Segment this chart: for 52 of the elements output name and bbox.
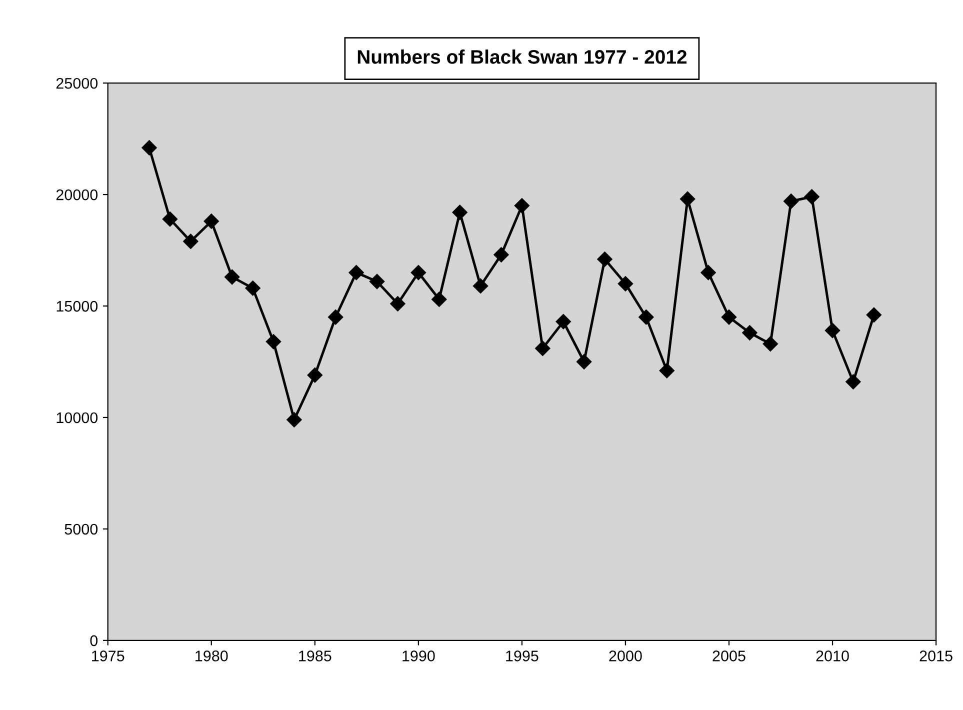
- point: [162, 211, 178, 227]
- point: [432, 292, 447, 307]
- point: [348, 265, 364, 280]
- x-tick-label: 1980: [196, 650, 228, 662]
- point: [390, 296, 406, 312]
- point: [866, 307, 882, 322]
- point: [824, 322, 840, 338]
- point: [142, 140, 157, 156]
- point: [576, 354, 592, 370]
- y-tick-label: 25000: [56, 78, 98, 89]
- point: [224, 269, 240, 285]
- point: [328, 310, 344, 325]
- point: [762, 336, 778, 352]
- y-tick-label: 15000: [56, 300, 98, 312]
- point: [618, 276, 634, 292]
- point: [721, 310, 737, 325]
- point: [700, 265, 716, 280]
- x-tick-label: 1995: [506, 650, 538, 662]
- x-tick-label: 2000: [609, 650, 642, 662]
- point: [659, 363, 674, 378]
- x-tick-label: 2005: [712, 650, 746, 662]
- y-tick-label: 0: [90, 635, 98, 646]
- x-tick-label: 1985: [299, 650, 332, 662]
- point: [245, 280, 260, 296]
- point: [307, 368, 322, 383]
- point: [556, 314, 571, 330]
- point: [286, 412, 302, 428]
- point: [472, 278, 488, 294]
- point: [742, 325, 758, 340]
- x-tick-label: 1990: [402, 650, 435, 662]
- point: [638, 310, 654, 325]
- point: [494, 247, 509, 262]
- point: [410, 265, 426, 280]
- point: [784, 194, 799, 209]
- y-tick-label: 5000: [64, 524, 98, 535]
- x-tick-label: 1975: [92, 650, 124, 662]
- point: [204, 214, 219, 229]
- point: [804, 189, 820, 204]
- point: [846, 374, 861, 390]
- chart-title: Numbers of Black Swan 1977 - 2012: [358, 50, 687, 64]
- x-tick-label: 2015: [920, 650, 952, 662]
- point: [266, 334, 282, 350]
- point: [597, 252, 612, 267]
- x-tick-label: 2010: [816, 650, 849, 662]
- point: [680, 191, 696, 207]
- y-tick-label: 10000: [56, 412, 98, 424]
- point: [514, 198, 530, 214]
- y-tick-label: 20000: [56, 189, 98, 200]
- point: [452, 204, 468, 220]
- point: [183, 234, 198, 249]
- point: [535, 340, 550, 356]
- point: [369, 274, 385, 290]
